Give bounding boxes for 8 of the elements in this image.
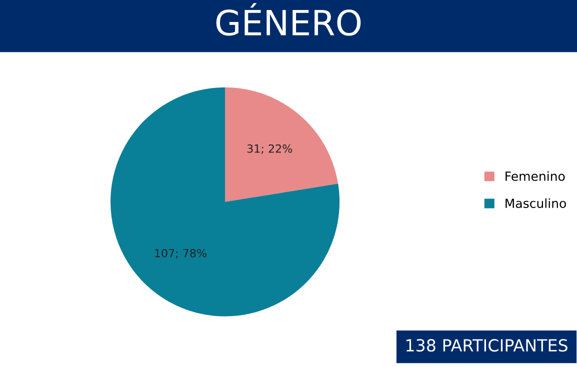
text: 138 PARTICIPANTES	[406, 339, 568, 352]
data-label: 31; 22%	[247, 144, 292, 154]
pie-slice	[225, 87, 338, 202]
chart-title: GÉNERO	[216, 3, 361, 36]
data-label: 107; 78%	[155, 248, 206, 258]
legend-label: Masculino	[506, 198, 566, 208]
legend-label: Femenino	[506, 171, 565, 181]
pie-slice	[110, 87, 340, 316]
